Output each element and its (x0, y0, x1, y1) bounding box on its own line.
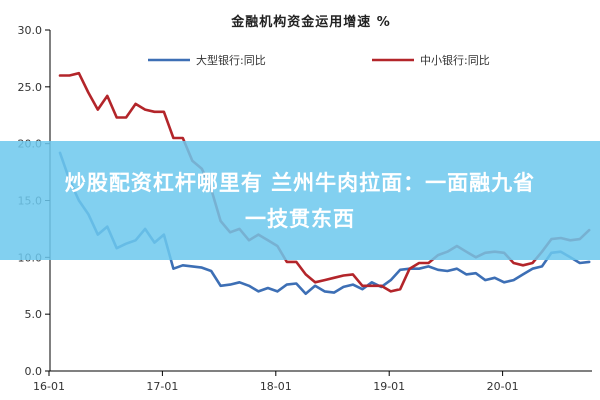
chart-title: 金融机构资金运用增速 % (230, 14, 391, 30)
x-tick-label: 20-01 (487, 380, 519, 393)
y-tick-label: 25.0 (18, 81, 43, 94)
overlay-banner: 炒股配资杠杆哪里有 兰州牛肉拉面：一面融九省 一技贯东西 (0, 141, 600, 260)
x-tick-label: 18-01 (260, 380, 292, 393)
x-tick-label: 19-01 (373, 380, 405, 393)
y-tick-label: 30.0 (18, 24, 43, 37)
banner-headline: 炒股配资杠杆哪里有 兰州牛肉拉面：一面融九省 (64, 170, 536, 195)
x-axis: 16-01 17-01 18-01 19-01 20-01 (33, 370, 592, 393)
y-tick-label: 0.0 (25, 365, 43, 378)
x-tick-label: 16-01 (33, 380, 65, 393)
x-tick-label: 17-01 (146, 380, 178, 393)
y-tick-label: 5.0 (25, 308, 43, 321)
legend: 大型银行:同比 中小银行:同比 (148, 53, 490, 67)
legend-label-large-banks: 大型银行:同比 (196, 53, 266, 67)
legend-label-small-banks: 中小银行:同比 (420, 53, 490, 67)
banner-subline: 一技贯东西 (245, 206, 355, 231)
